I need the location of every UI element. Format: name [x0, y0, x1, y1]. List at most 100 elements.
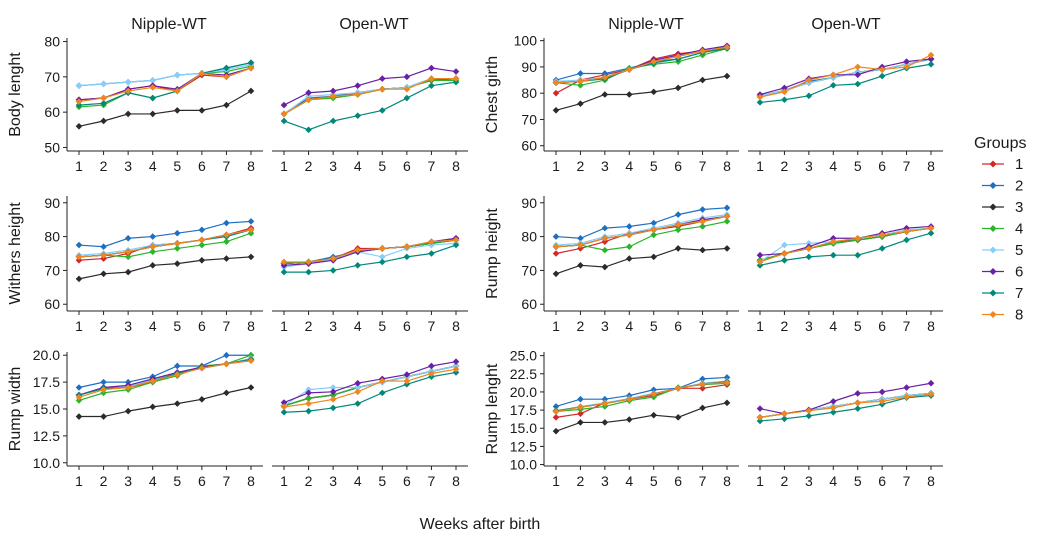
data-point — [650, 253, 658, 261]
y-tick-label: 70 — [44, 69, 60, 85]
data-point — [378, 377, 386, 385]
data-point — [699, 385, 706, 392]
data-point — [452, 75, 460, 82]
legend-swatch-marker — [989, 160, 997, 168]
data-point — [781, 410, 788, 418]
data-point — [577, 241, 584, 249]
data-point — [173, 107, 181, 114]
series-line — [283, 81, 457, 131]
data-point — [903, 224, 910, 232]
data-point — [829, 71, 837, 79]
data-point — [280, 110, 288, 118]
data-point — [100, 100, 107, 107]
data-point — [100, 117, 107, 125]
data-point — [577, 245, 584, 252]
series-8 — [552, 379, 731, 415]
data-point — [625, 243, 633, 251]
data-point — [75, 122, 83, 130]
x-tick-label: 3 — [124, 318, 132, 334]
data-point — [428, 82, 435, 89]
legend-title: Groups — [974, 135, 1026, 152]
data-point — [577, 410, 584, 418]
x-tick-label: 5 — [173, 158, 181, 174]
data-point — [805, 240, 813, 247]
series-line — [78, 220, 252, 248]
panel-rump-lenght: Rump lenght 10.0 12.5 15.0 17.5 20.0 22.5 25.0 1… — [484, 348, 943, 489]
data-point — [223, 73, 230, 81]
x-tick-label: 4 — [149, 473, 157, 489]
data-point — [75, 98, 83, 105]
data-point — [699, 47, 706, 55]
data-point — [280, 399, 288, 406]
data-point — [75, 413, 83, 420]
strip-label-open-right: Open-WT — [811, 16, 881, 33]
data-point — [247, 357, 255, 364]
series-7 — [756, 229, 935, 269]
data-point — [354, 82, 362, 89]
data-point — [124, 407, 132, 415]
data-point — [378, 389, 386, 397]
x-tick-label: 8 — [247, 158, 255, 174]
data-point — [699, 218, 706, 225]
data-point — [354, 400, 362, 407]
data-point — [723, 379, 731, 386]
data-point — [854, 399, 862, 407]
data-point — [354, 379, 362, 387]
series-line — [78, 229, 252, 258]
data-point — [601, 419, 609, 426]
x-tick-label: 8 — [927, 318, 935, 334]
x-tick-label: 1 — [552, 158, 560, 174]
series-line — [283, 371, 457, 413]
y-axis-title: Rump lenght — [484, 363, 501, 454]
data-point — [723, 218, 731, 225]
x-tick-label: 4 — [354, 473, 362, 489]
data-point — [674, 226, 682, 234]
y-tick-label: 80 — [44, 229, 60, 245]
x-tick-label: 7 — [699, 318, 707, 334]
x-tick-label: 3 — [124, 158, 132, 174]
data-point — [674, 221, 682, 229]
x-tick-label: 7 — [223, 473, 231, 489]
data-point — [829, 408, 837, 416]
data-point — [100, 413, 107, 420]
data-point — [699, 76, 706, 84]
legend-label: 1 — [1015, 156, 1023, 173]
x-tick-label: 1 — [75, 318, 83, 334]
series-8 — [75, 357, 255, 401]
y-tick-label: 80 — [44, 34, 60, 50]
data-point — [650, 219, 658, 227]
data-point — [329, 404, 337, 412]
x-tick-label: 5 — [378, 473, 386, 489]
series-line — [78, 232, 252, 258]
legend-label: 8 — [1015, 307, 1023, 324]
series-line — [78, 256, 252, 280]
data-point — [173, 245, 181, 252]
data-point — [674, 211, 682, 218]
data-point — [601, 91, 609, 98]
data-point — [329, 384, 337, 391]
series-line — [759, 232, 932, 266]
data-point — [878, 388, 886, 396]
data-point — [805, 92, 813, 100]
data-point — [378, 75, 386, 82]
data-point — [878, 245, 886, 252]
data-point — [428, 362, 435, 370]
data-point — [805, 245, 813, 252]
series-line — [555, 381, 728, 413]
data-point — [247, 226, 255, 234]
x-tick-label: 3 — [329, 318, 337, 334]
data-point — [378, 253, 386, 261]
data-point — [378, 258, 386, 266]
series-8 — [75, 64, 255, 105]
series-5 — [552, 211, 731, 249]
legend-entry-1: 1 — [982, 156, 1023, 173]
data-point — [223, 389, 230, 397]
legend-swatch-marker — [989, 225, 997, 232]
series-3 — [552, 399, 731, 435]
